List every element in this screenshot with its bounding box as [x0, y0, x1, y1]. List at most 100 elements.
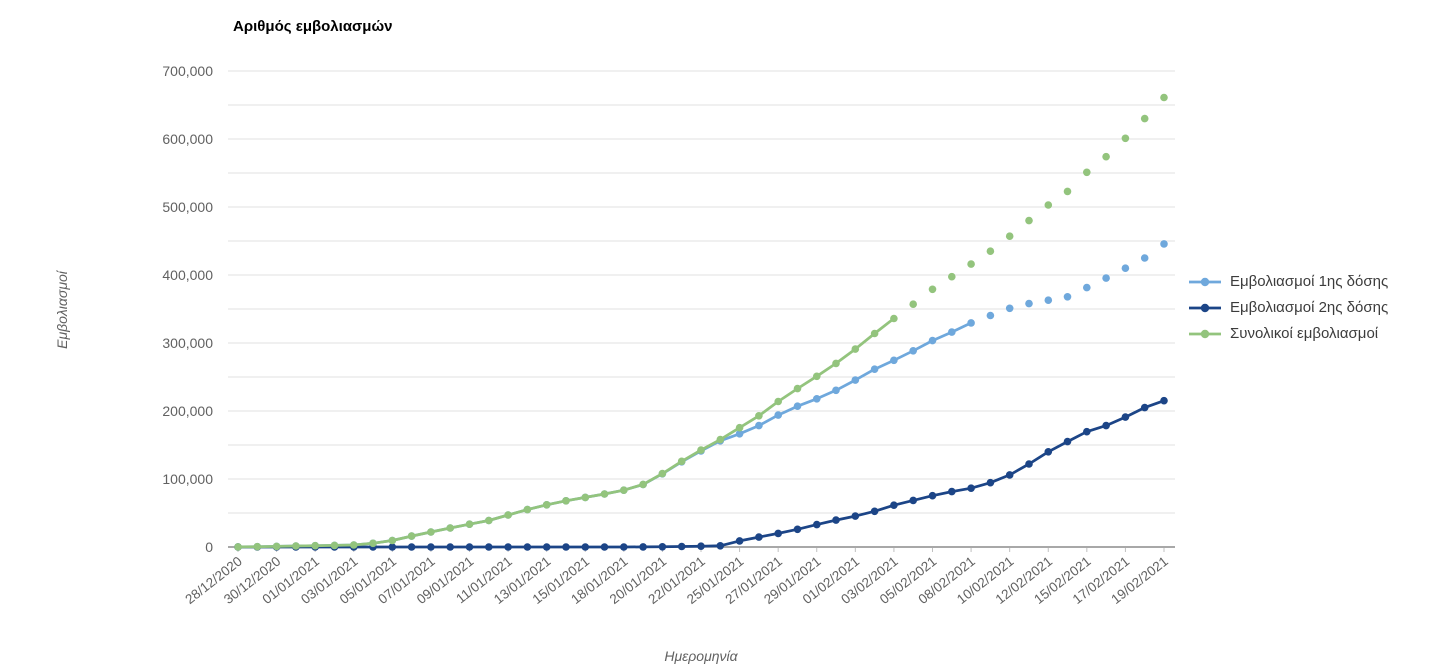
chart-title: Αριθμός εμβολιασμών	[233, 18, 393, 35]
data-point	[639, 480, 647, 489]
data-point	[311, 541, 320, 550]
data-point	[793, 525, 802, 534]
data-point	[813, 372, 821, 381]
legend-label: Εμβολιασμοί 2ης δόσης	[1230, 299, 1389, 316]
data-point	[948, 328, 956, 336]
data-point	[1005, 471, 1014, 479]
data-point	[562, 497, 570, 505]
data-point	[369, 539, 377, 548]
data-point	[504, 543, 512, 551]
data-point	[562, 543, 570, 551]
data-point	[1005, 232, 1014, 240]
data-point	[1140, 403, 1149, 412]
data-point	[350, 541, 358, 549]
data-point	[832, 359, 840, 368]
data-point	[832, 386, 840, 395]
data-point	[755, 421, 763, 430]
data-point	[851, 345, 860, 353]
data-point	[948, 487, 956, 496]
data-point	[407, 543, 416, 551]
legend-item-0: Εμβολιασμοί 1ης δόσης	[1188, 272, 1388, 291]
data-point	[1140, 114, 1149, 123]
data-point	[446, 543, 455, 551]
data-point	[1102, 421, 1110, 430]
data-point	[909, 496, 917, 505]
y-tick-label: 0	[205, 539, 213, 555]
data-point	[600, 543, 609, 551]
data-point	[986, 247, 995, 255]
data-point	[735, 423, 744, 432]
data-point	[1025, 299, 1033, 308]
legend-marker-icon	[1189, 329, 1221, 338]
y-tick-label: 200,000	[162, 403, 213, 419]
data-point	[986, 478, 995, 487]
data-point	[967, 484, 975, 493]
data-point	[1102, 274, 1110, 282]
y-tick-label: 100,000	[162, 471, 213, 487]
data-point	[967, 319, 975, 327]
data-point	[620, 543, 628, 551]
data-point	[1083, 168, 1091, 177]
x-axis-title: Ημερομηνία	[664, 648, 738, 664]
data-point	[1044, 448, 1053, 456]
data-point	[890, 501, 898, 510]
data-point	[755, 533, 763, 541]
legend: Εμβολιασμοί 1ης δόσης Εμβολιασμοί 2ης δόσ…	[1188, 272, 1388, 343]
data-point	[407, 532, 416, 540]
data-point	[234, 543, 242, 551]
data-point	[716, 435, 725, 444]
data-point	[813, 520, 821, 529]
data-point	[465, 543, 474, 551]
data-point	[504, 511, 512, 519]
data-point	[272, 542, 281, 551]
data-point	[928, 336, 937, 345]
data-point	[1121, 264, 1130, 273]
data-point	[388, 536, 397, 545]
data-point	[620, 486, 628, 495]
data-point	[948, 272, 956, 281]
data-point	[697, 542, 705, 550]
data-point	[870, 365, 879, 374]
data-point	[774, 411, 782, 419]
data-point	[890, 314, 898, 323]
data-point	[909, 300, 917, 309]
data-point	[388, 543, 397, 551]
data-point	[542, 543, 551, 551]
data-point	[1025, 216, 1033, 225]
data-point	[1063, 187, 1072, 196]
data-point	[581, 543, 590, 551]
data-point	[485, 516, 493, 525]
data-point	[446, 524, 455, 532]
y-tick-label: 400,000	[162, 267, 213, 283]
data-point	[292, 542, 300, 550]
legend-label: Συνολικοί εμβολιασμοί	[1230, 325, 1379, 342]
data-point	[928, 285, 937, 294]
data-point	[1102, 152, 1110, 161]
data-point	[774, 397, 782, 406]
data-point	[523, 543, 532, 551]
legend-marker-icon	[1189, 303, 1221, 312]
data-point	[465, 520, 474, 528]
data-point	[870, 507, 879, 516]
data-point	[793, 384, 802, 393]
data-point	[581, 493, 590, 502]
data-point	[735, 430, 744, 438]
y-tick-label: 500,000	[162, 199, 213, 215]
y-tick-label: 700,000	[162, 63, 213, 79]
data-point	[542, 501, 551, 509]
data-point	[1083, 427, 1091, 436]
data-point	[677, 457, 686, 466]
data-point	[639, 543, 647, 551]
data-point	[928, 491, 937, 500]
data-point	[986, 311, 995, 320]
data-point	[774, 529, 782, 538]
data-point	[1160, 240, 1168, 248]
legend-item-1: Εμβολιασμοί 2ης δόσης	[1188, 298, 1388, 317]
data-point	[523, 505, 532, 514]
data-point	[1121, 134, 1130, 143]
data-point	[600, 490, 609, 498]
data-point	[870, 329, 879, 338]
data-point	[485, 543, 493, 551]
data-point	[1160, 93, 1168, 102]
data-point	[1063, 293, 1072, 301]
